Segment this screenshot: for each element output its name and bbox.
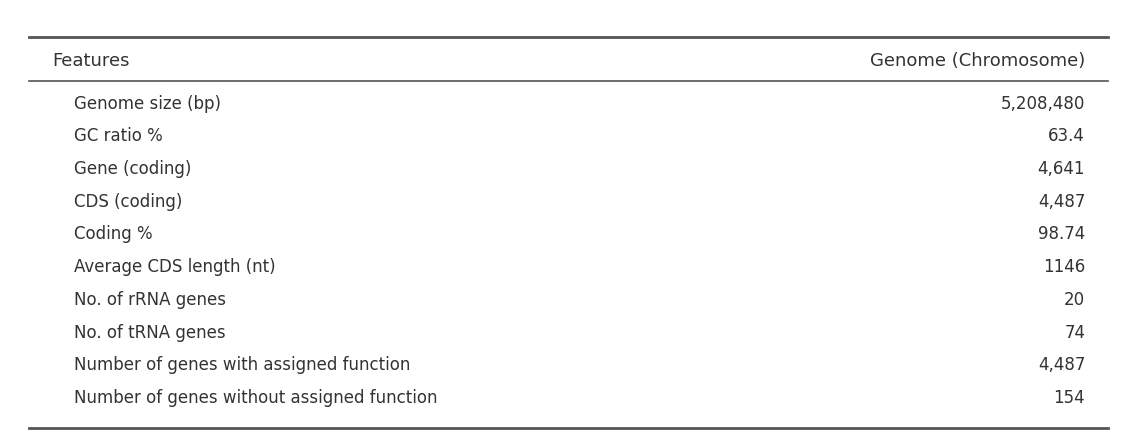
Text: 74: 74 bbox=[1064, 324, 1085, 341]
Text: CDS (coding): CDS (coding) bbox=[74, 193, 183, 211]
Text: No. of rRNA genes: No. of rRNA genes bbox=[74, 291, 226, 309]
Text: 4,487: 4,487 bbox=[1038, 193, 1085, 211]
Text: 4,641: 4,641 bbox=[1038, 160, 1085, 178]
Text: Number of genes without assigned function: Number of genes without assigned functio… bbox=[74, 389, 438, 407]
Text: 5,208,480: 5,208,480 bbox=[1001, 95, 1085, 113]
Text: Coding %: Coding % bbox=[74, 226, 153, 243]
Text: Genome (Chromosome): Genome (Chromosome) bbox=[870, 52, 1085, 70]
Text: No. of tRNA genes: No. of tRNA genes bbox=[74, 324, 226, 341]
Text: 63.4: 63.4 bbox=[1048, 127, 1085, 145]
Text: GC ratio %: GC ratio % bbox=[74, 127, 163, 145]
Text: Gene (coding): Gene (coding) bbox=[74, 160, 192, 178]
Text: 154: 154 bbox=[1054, 389, 1085, 407]
Text: 98.74: 98.74 bbox=[1038, 226, 1085, 243]
Text: Number of genes with assigned function: Number of genes with assigned function bbox=[74, 356, 410, 374]
Text: Genome size (bp): Genome size (bp) bbox=[74, 95, 222, 113]
Text: Features: Features bbox=[52, 52, 130, 70]
Text: 1146: 1146 bbox=[1043, 258, 1085, 276]
Text: 4,487: 4,487 bbox=[1038, 356, 1085, 374]
Text: 20: 20 bbox=[1064, 291, 1085, 309]
Text: Average CDS length (nt): Average CDS length (nt) bbox=[74, 258, 276, 276]
